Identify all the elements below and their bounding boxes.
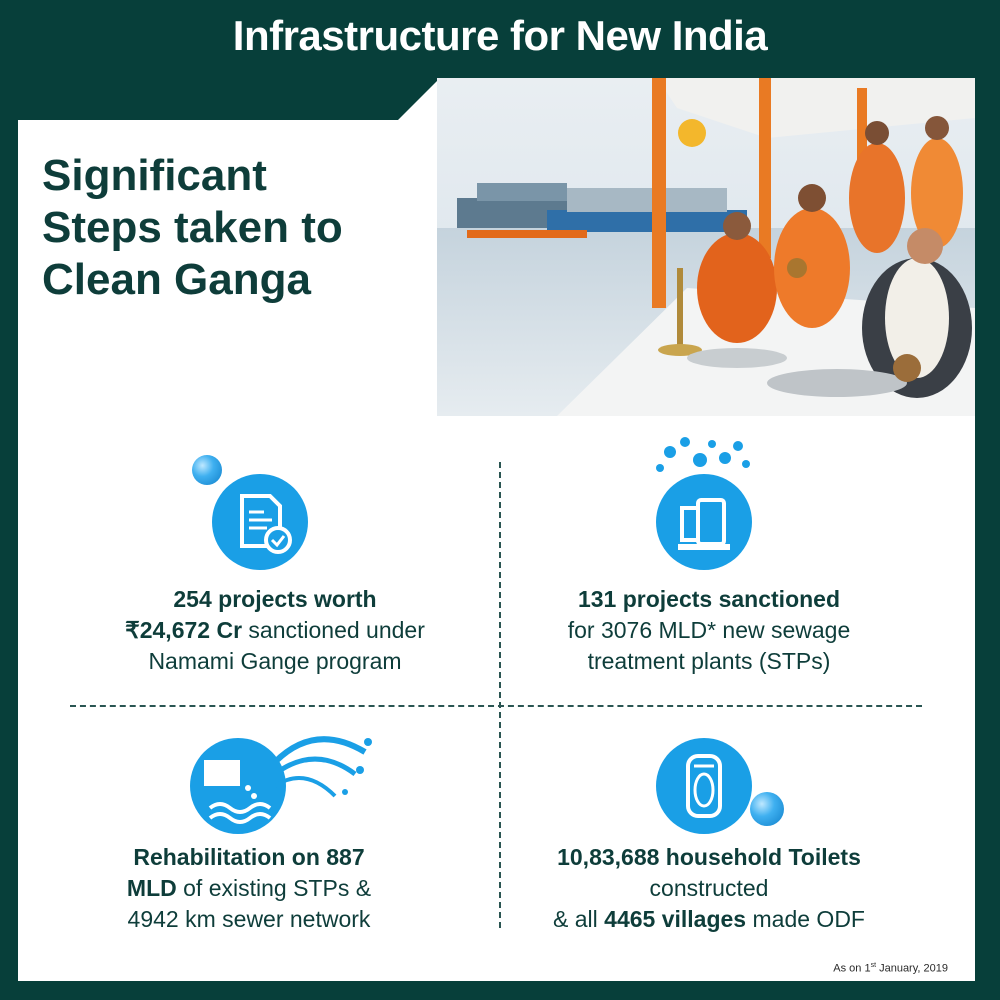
water-bubble-icon [192, 455, 222, 485]
horizontal-divider [70, 705, 922, 707]
toilets-villages: 4465 villages [604, 906, 747, 932]
headline: Significant Steps taken to Clean Ganga [42, 150, 422, 306]
stp-line-2: for 3076 MLD* new sewage [567, 617, 851, 643]
water-bubble-icon [750, 792, 784, 826]
projects-line-2: sanctioned under [242, 617, 425, 643]
water-spray-icon [270, 722, 380, 812]
headline-line-3: Clean Ganga [42, 255, 311, 304]
toilets-line-3b: made ODF [746, 906, 865, 932]
rehab-line-2: of existing STPs & [176, 875, 372, 901]
pipe-outflow-icon [190, 738, 286, 834]
projects-worth: ₹24,672 Cr [125, 617, 243, 643]
ganga-aarti-photo [437, 78, 975, 416]
stp-line-3: treatment plants (STPs) [587, 648, 831, 674]
stp-count: 131 projects sanctioned [577, 586, 841, 612]
vertical-divider [499, 462, 501, 928]
projects-count: 254 projects worth [173, 586, 377, 612]
toilet-icon [656, 738, 752, 834]
document-check-icon [212, 474, 308, 570]
cell-toilets: 10,83,688 household Toilets constructed … [494, 842, 924, 935]
cell-projects: 254 projects worth ₹24,672 Cr sanctioned… [60, 584, 490, 677]
toilets-count: 10,83,688 household Toilets [557, 844, 861, 870]
headline-line-2: Steps taken to [42, 203, 343, 252]
rehab-line-3: 4942 km sewer network [127, 906, 371, 932]
water-tap-icon [656, 474, 752, 570]
headline-line-1: Significant [42, 151, 267, 200]
toilets-line-3a: & all [553, 906, 605, 932]
cell-rehab: Rehabilitation on 887 MLD of existing ST… [34, 842, 464, 935]
toilets-line-2: constructed [649, 875, 769, 901]
as-on-date-footnote: As on 1st January, 2019 [833, 962, 948, 975]
cell-stp: 131 projects sanctioned for 3076 MLD* ne… [494, 584, 924, 677]
water-splash-icon [650, 432, 760, 482]
projects-line-3: Namami Gange program [148, 648, 402, 674]
rehab-bold-1: Rehabilitation on 887 [133, 844, 365, 870]
page-title: Infrastructure for New India [232, 12, 768, 59]
rehab-bold-2: MLD [126, 875, 177, 901]
